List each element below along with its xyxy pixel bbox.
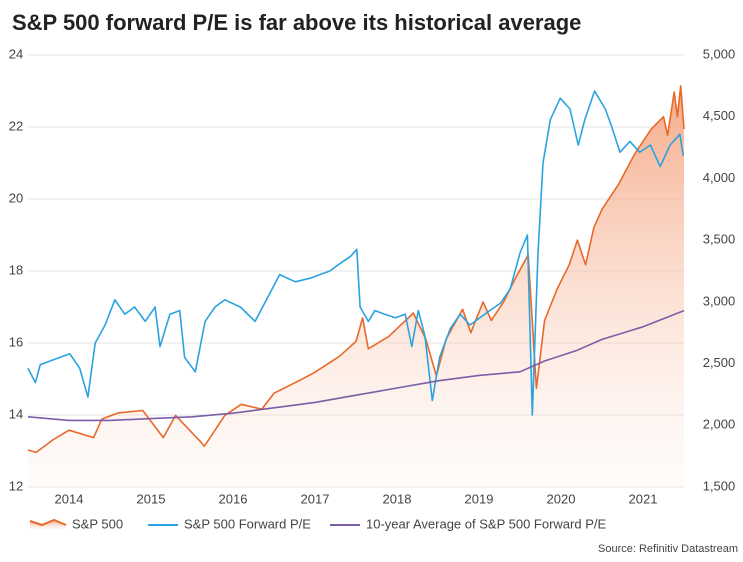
x-tick-label: 2016 — [219, 491, 248, 506]
x-tick-label: 2014 — [55, 491, 84, 506]
y2-tick-label: 3,000 — [703, 293, 736, 308]
y2-tick-label: 3,500 — [703, 232, 736, 247]
legend-label: 10-year Average of S&P 500 Forward P/E — [366, 516, 606, 531]
y-tick-label: 22 — [9, 118, 23, 133]
y-tick-label: 24 — [9, 46, 23, 61]
y-tick-label: 14 — [9, 406, 23, 421]
y2-tick-label: 4,000 — [703, 170, 736, 185]
legend-swatch — [30, 520, 66, 530]
y2-tick-label: 1,500 — [703, 478, 736, 493]
y-tick-label: 12 — [9, 478, 23, 493]
legend-label: S&P 500 — [72, 516, 123, 531]
x-tick-label: 2020 — [547, 491, 576, 506]
y2-tick-label: 2,000 — [703, 417, 736, 432]
x-tick-label: 2017 — [301, 491, 330, 506]
area — [28, 85, 684, 488]
source-note: Source: Refinitiv Datastream — [598, 543, 738, 555]
x-tick-label: 2018 — [383, 491, 412, 506]
legend-label: S&P 500 Forward P/E — [184, 516, 311, 531]
x-tick-label: 2015 — [137, 491, 166, 506]
line — [27, 90, 684, 416]
y-tick-label: 16 — [9, 334, 23, 349]
y2-tick-label: 2,500 — [703, 355, 736, 370]
line — [27, 309, 685, 422]
y-tick-label: 20 — [9, 190, 23, 205]
y2-tick-label: 5,000 — [703, 46, 736, 61]
y2-tick-label: 4,500 — [703, 108, 736, 123]
legend-swatch — [29, 518, 67, 527]
x-tick-label: 2019 — [465, 491, 494, 506]
y-tick-label: 18 — [9, 262, 23, 277]
chart-title: S&P 500 forward P/E is far above its his… — [12, 10, 581, 35]
x-tick-label: 2021 — [629, 491, 658, 506]
